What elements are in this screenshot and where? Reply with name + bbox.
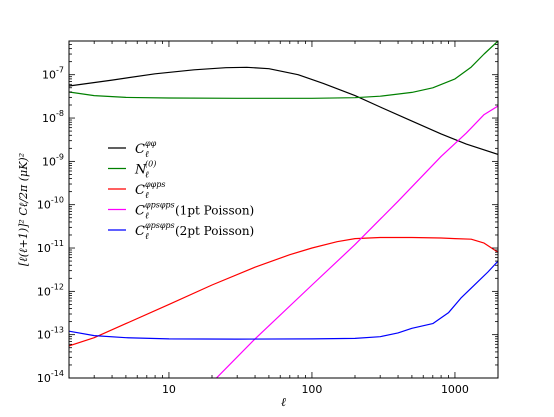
plot-frame <box>68 40 499 379</box>
y-axis-label: [ℓ(ℓ+1)]² Cℓ/2π (μK)² <box>17 153 30 266</box>
legend-label-superscript: φφ <box>145 139 157 148</box>
y-tick-label: 10-13 <box>37 326 64 342</box>
legend-label: C <box>135 204 145 219</box>
legend-label-subscript: ℓ <box>145 232 149 242</box>
y-tick-label: 10-12 <box>37 282 64 298</box>
legend-label: C <box>135 224 145 239</box>
legend-label-superscript: φpsφps <box>145 201 175 210</box>
x-tick-label: 10 <box>162 383 176 396</box>
x-tick-label: 100 <box>301 383 322 396</box>
series-line-clpsps1 <box>215 105 498 378</box>
y-tick-label: 10-11 <box>37 239 64 255</box>
x-tick-label: 1000 <box>441 383 469 396</box>
legend-label-subscript: ℓ <box>145 171 149 181</box>
legend-label: C <box>135 183 145 198</box>
tick-layer: 10 100 1000 10-14 10-13 10-12 10-11 10-10 10-9 10… <box>37 40 499 396</box>
legend-item-n0: N(0) ℓ <box>108 160 156 181</box>
y-tick-label: 10-10 <box>37 196 64 212</box>
y-tick-label: 10-7 <box>42 66 64 82</box>
legend-label-suffix: (2pt Poisson) <box>175 224 254 238</box>
legend-label: N <box>134 163 147 178</box>
series-line-clpps <box>69 236 498 347</box>
y-tick-label: 10-8 <box>42 109 64 125</box>
legend-label-superscript: φpsφps <box>145 221 175 230</box>
legend-label-suffix: (1pt Poisson) <box>175 204 254 218</box>
legend-label-subscript: ℓ <box>145 212 149 222</box>
y-tick-label: 10-9 <box>42 152 64 168</box>
legend-label-subscript: ℓ <box>145 150 149 160</box>
series-line-clpp <box>69 66 498 155</box>
legend-label: C <box>135 142 145 157</box>
legend-label-superscript: (0) <box>145 160 156 169</box>
series-line-clpsps2 <box>69 260 498 340</box>
x-axis-label: ℓ <box>281 395 286 409</box>
legend-label-subscript: ℓ <box>145 191 149 201</box>
legend-label-superscript: φφps <box>145 180 165 189</box>
y-tick-label: 10-14 <box>37 369 64 385</box>
series-line-n0 <box>69 41 498 99</box>
series-layer <box>69 41 498 378</box>
axis-labels: ℓ [ℓ(ℓ+1)]² Cℓ/2π (μK)² <box>17 153 286 409</box>
